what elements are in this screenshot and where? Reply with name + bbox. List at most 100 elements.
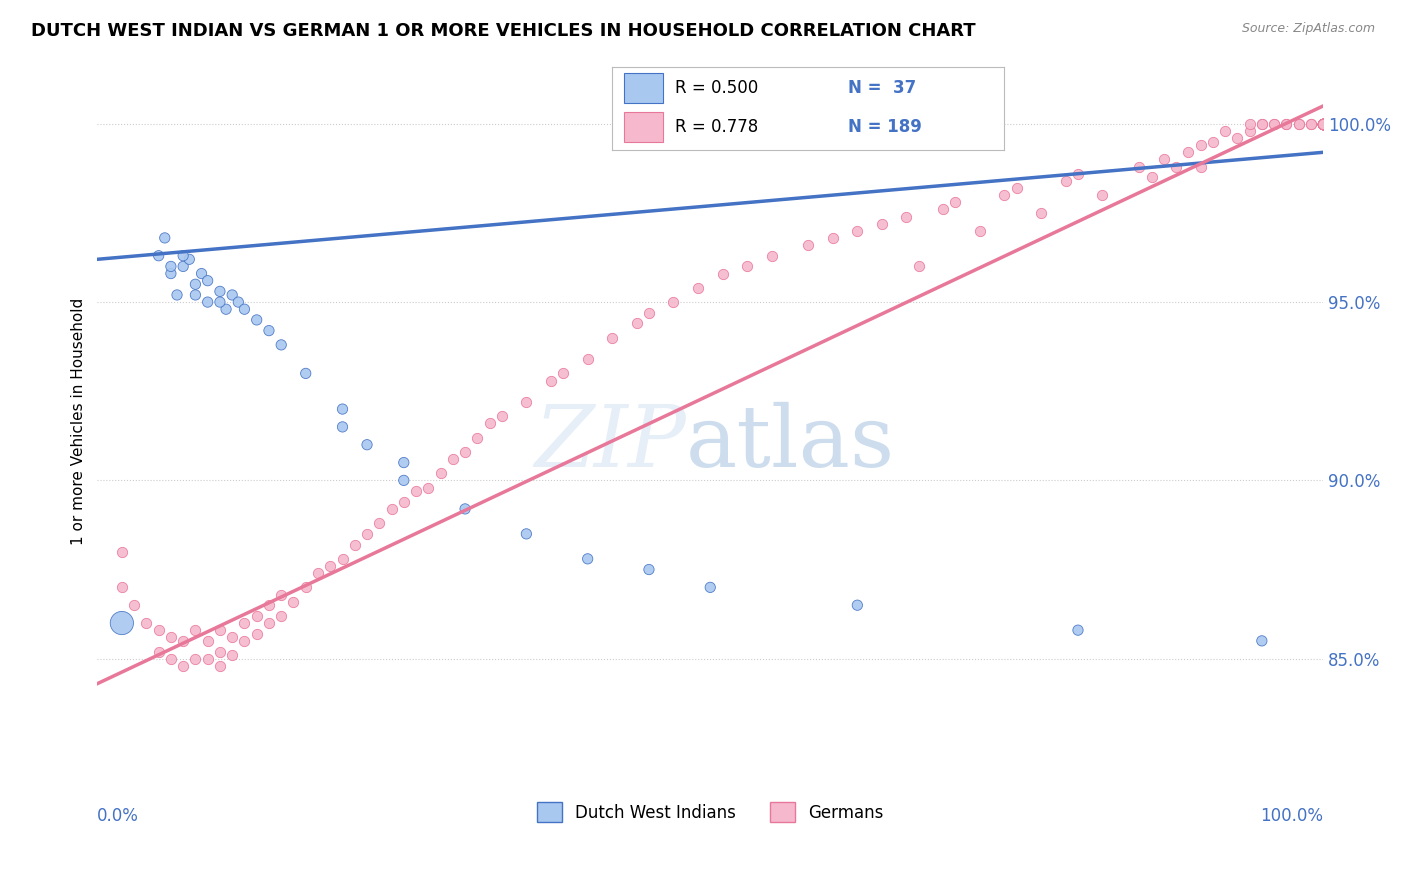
Point <box>1312 117 1334 131</box>
Point <box>1312 117 1334 131</box>
Point <box>761 249 783 263</box>
Point <box>1312 117 1334 131</box>
Point <box>148 623 170 637</box>
Point <box>1288 117 1310 131</box>
Point <box>454 502 477 516</box>
Point <box>1275 117 1298 131</box>
Point <box>491 409 513 424</box>
Point <box>467 431 489 445</box>
Point <box>166 288 188 302</box>
Point <box>1312 117 1334 131</box>
Point <box>1312 117 1334 131</box>
Point <box>1312 117 1334 131</box>
Point <box>1312 117 1334 131</box>
Point <box>1054 174 1077 188</box>
Point <box>208 623 231 637</box>
Point <box>1312 117 1334 131</box>
Point <box>1312 117 1334 131</box>
Point <box>1239 117 1261 131</box>
Text: ZIP: ZIP <box>534 402 686 484</box>
Point <box>246 313 269 327</box>
Point <box>319 559 342 574</box>
Point <box>1312 117 1334 131</box>
Point <box>1312 117 1334 131</box>
Point <box>1312 117 1334 131</box>
Point <box>1312 117 1334 131</box>
Point <box>993 188 1015 202</box>
Point <box>1312 117 1334 131</box>
Point <box>1031 206 1053 220</box>
Point <box>1312 117 1334 131</box>
Point <box>184 623 207 637</box>
Point <box>896 210 918 224</box>
Point <box>1275 117 1298 131</box>
Point <box>392 495 415 509</box>
Point <box>1312 117 1334 131</box>
Point <box>208 644 231 658</box>
Point <box>735 260 758 274</box>
Point <box>221 630 243 644</box>
Point <box>111 545 134 559</box>
Point <box>1312 117 1334 131</box>
Point <box>257 598 280 612</box>
Point <box>870 217 893 231</box>
Point <box>821 231 844 245</box>
Text: 100.0%: 100.0% <box>1260 806 1323 825</box>
Point <box>160 630 183 644</box>
Point <box>1312 117 1334 131</box>
Point <box>172 658 194 673</box>
Point <box>221 288 243 302</box>
Point <box>257 615 280 630</box>
Point <box>1202 135 1225 149</box>
Point <box>270 608 292 623</box>
Point <box>1067 623 1090 637</box>
Point <box>969 224 991 238</box>
Point <box>686 281 709 295</box>
Point <box>1312 117 1334 131</box>
Point <box>1312 117 1334 131</box>
Point <box>600 331 623 345</box>
Point <box>1213 124 1236 138</box>
Point <box>1312 117 1334 131</box>
Point <box>1312 117 1334 131</box>
Point <box>1312 117 1334 131</box>
Point <box>172 633 194 648</box>
Point <box>429 467 451 481</box>
Point <box>135 615 157 630</box>
Point <box>1153 153 1175 167</box>
Point <box>1299 117 1322 131</box>
Point <box>122 598 145 612</box>
Point <box>576 352 599 367</box>
Point <box>1312 117 1334 131</box>
Point <box>1312 117 1334 131</box>
Point <box>626 317 648 331</box>
Point <box>1067 167 1090 181</box>
Point <box>1312 117 1334 131</box>
Point <box>356 527 378 541</box>
Point <box>846 598 869 612</box>
Point <box>553 367 575 381</box>
Point <box>1250 117 1272 131</box>
Point <box>392 474 415 488</box>
Point <box>1312 117 1334 131</box>
Point <box>1005 181 1028 195</box>
Point <box>160 267 183 281</box>
Point <box>1312 117 1334 131</box>
Point <box>184 288 207 302</box>
Point <box>233 302 256 317</box>
Point <box>283 594 305 608</box>
Text: atlas: atlas <box>686 401 894 485</box>
Point <box>1140 170 1163 185</box>
Point <box>1312 117 1334 131</box>
Point <box>1312 117 1334 131</box>
Point <box>233 615 256 630</box>
Legend: Dutch West Indians, Germans: Dutch West Indians, Germans <box>537 802 883 822</box>
Point <box>1250 117 1272 131</box>
Point <box>197 295 219 310</box>
Point <box>307 566 329 580</box>
Point <box>1312 117 1334 131</box>
Point <box>1312 117 1334 131</box>
Point <box>380 502 402 516</box>
Point <box>111 615 134 630</box>
Point <box>184 277 207 292</box>
